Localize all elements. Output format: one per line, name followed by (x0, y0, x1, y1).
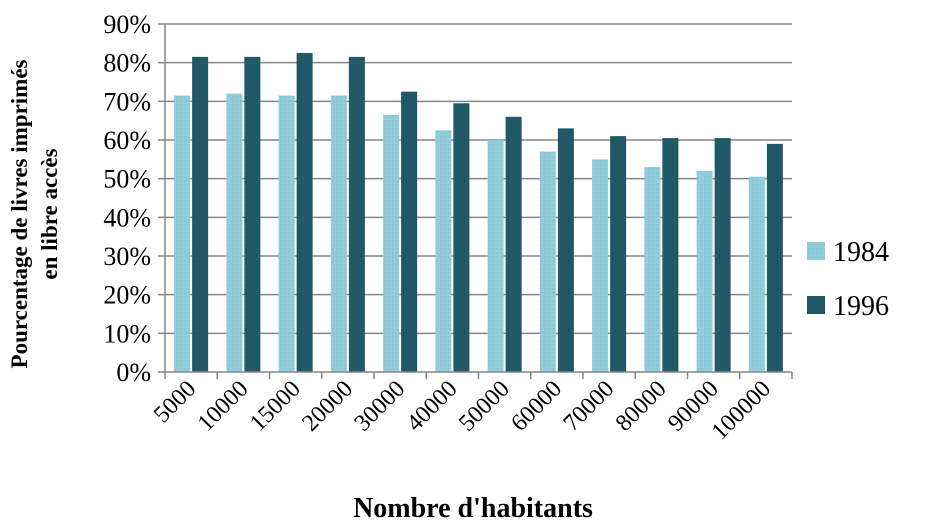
legend-swatch-1996 (807, 296, 825, 314)
x-tick-label: 80000 (611, 376, 672, 437)
y-tick-label: 60% (103, 126, 151, 155)
x-tick-label: 100000 (707, 376, 776, 445)
bar-1996-100000 (766, 143, 783, 372)
bar-1996-80000 (662, 138, 679, 372)
bar-1984-70000 (592, 159, 609, 372)
bar-1996-30000 (401, 91, 418, 373)
bar-1996-10000 (244, 56, 261, 372)
bar-1996-60000 (557, 128, 574, 372)
y-tick-label: 10% (103, 319, 151, 348)
x-axis-title: Nombre d'habitants (353, 493, 593, 524)
y-tick-label: 0% (116, 358, 151, 387)
legend-label-1996: 1996 (833, 291, 889, 322)
y-tick-label: 40% (103, 203, 151, 232)
legend-swatch-1984 (807, 242, 825, 260)
bar-1984-30000 (383, 114, 400, 372)
bar-1984-40000 (435, 130, 452, 372)
x-tick-label: 60000 (506, 376, 567, 437)
gridlines (158, 23, 792, 373)
bar-1984-90000 (696, 170, 713, 372)
bar-1984-60000 (539, 151, 556, 372)
bar-1996-70000 (610, 136, 627, 372)
bar-1984-15000 (278, 95, 295, 373)
bar-1984-50000 (487, 140, 504, 372)
y-axis-title-line-1: Pourcentage de livres imprimés (7, 59, 32, 368)
y-tick-label: 80% (103, 49, 151, 78)
y-axis-title-line-2: en libre accès (37, 148, 62, 279)
bars (174, 53, 783, 373)
x-tick-label: 20000 (297, 376, 358, 437)
y-tick-label: 90% (103, 10, 151, 39)
bar-1996-5000 (192, 56, 209, 372)
x-tick-label: 15000 (245, 376, 306, 437)
bar-1984-20000 (330, 95, 347, 373)
bar-1996-90000 (714, 138, 731, 372)
y-tick-label: 50% (103, 165, 151, 194)
y-tick-label: 20% (103, 281, 151, 310)
legend-label-1984: 1984 (833, 237, 889, 268)
y-tick-label: 30% (103, 242, 151, 271)
y-tick-labels: 0% 10% 20% 30% 40% 50% 60% 70% 80% 90% (103, 10, 151, 387)
bar-1984-80000 (644, 167, 661, 372)
bar-1996-20000 (348, 56, 365, 372)
bar-1996-40000 (453, 103, 470, 373)
x-tick-label: 50000 (454, 376, 515, 437)
x-tick-label: 70000 (559, 376, 620, 437)
x-tick-labels: 5000100001500020000300004000050000600007… (149, 376, 776, 445)
x-tick-label: 30000 (350, 376, 411, 437)
bar-1984-10000 (226, 93, 243, 372)
axes (164, 24, 793, 379)
x-tick-label: 10000 (193, 376, 254, 437)
legend: 1984 1996 (807, 237, 889, 322)
bar-1984-5000 (174, 95, 191, 373)
x-tick-label: 40000 (402, 376, 463, 437)
y-tick-label: 70% (103, 87, 151, 116)
bar-1996-50000 (505, 116, 522, 372)
bar-1984-100000 (748, 176, 765, 372)
bar-1996-15000 (296, 53, 313, 372)
